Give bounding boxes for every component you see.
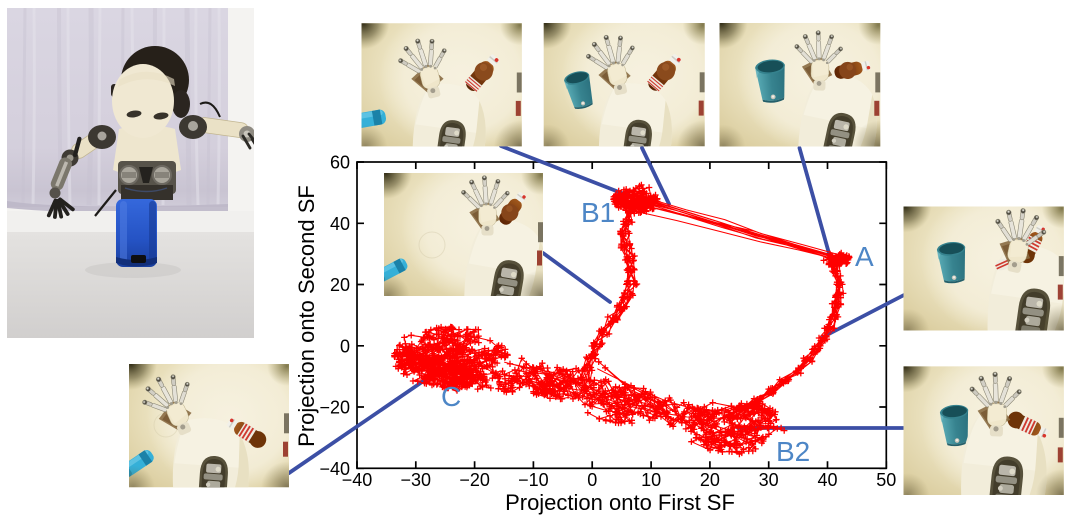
svg-text:−20: −20 bbox=[459, 470, 490, 490]
svg-text:40: 40 bbox=[817, 470, 837, 490]
svg-text:0: 0 bbox=[340, 336, 350, 356]
svg-text:60: 60 bbox=[330, 153, 350, 173]
svg-text:20: 20 bbox=[700, 470, 720, 490]
svg-text:−30: −30 bbox=[401, 470, 432, 490]
svg-text:0: 0 bbox=[587, 470, 597, 490]
svg-text:Projection onto First SF: Projection onto First SF bbox=[505, 490, 735, 515]
svg-text:40: 40 bbox=[330, 214, 350, 234]
svg-text:−20: −20 bbox=[319, 398, 350, 418]
svg-text:20: 20 bbox=[330, 275, 350, 295]
svg-text:50: 50 bbox=[876, 470, 896, 490]
svg-text:10: 10 bbox=[641, 470, 661, 490]
svg-text:−40: −40 bbox=[319, 459, 350, 479]
svg-text:30: 30 bbox=[759, 470, 779, 490]
svg-text:Projection onto Second SF: Projection onto Second SF bbox=[294, 185, 319, 447]
svg-text:B2: B2 bbox=[776, 436, 810, 467]
svg-text:−10: −10 bbox=[518, 470, 549, 490]
svg-text:B1: B1 bbox=[581, 197, 615, 228]
svg-text:A: A bbox=[855, 241, 874, 272]
svg-text:−40: −40 bbox=[342, 470, 373, 490]
svg-text:C: C bbox=[441, 381, 461, 412]
